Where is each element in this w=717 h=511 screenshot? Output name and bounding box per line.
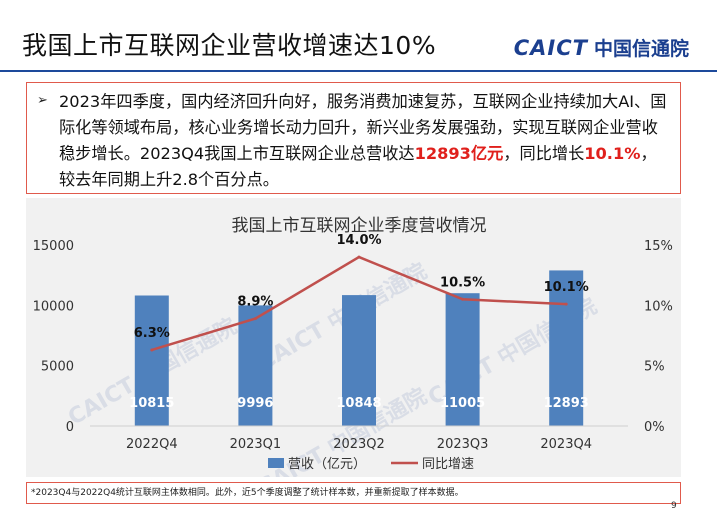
growth-point-2023Q1 <box>253 317 257 321</box>
summary-text-3: ，较去年同期上升2.8个百分点。 <box>59 144 657 189</box>
left-axis-tick-label: 5000 <box>41 360 74 375</box>
logo-cn: 中国信通院 <box>593 38 689 60</box>
bar-revenue-2023Q4 <box>549 270 584 426</box>
growth-point-2023Q3 <box>461 297 465 301</box>
summary-text-1: 2023年四季度，国内经济回升向好，服务消费加速复苏，互联网企业持续加大AI、国… <box>59 92 667 163</box>
summary-highlight-growth: 10.1% <box>584 144 641 163</box>
page-number: 9 <box>671 501 677 511</box>
growth-point-2023Q4 <box>564 302 568 306</box>
caict-logo: CAICT 中国信通院 <box>514 34 689 61</box>
summary-paragraph: 2023年四季度，国内经济回升向好，服务消费加速复苏，互联网企业持续加大AI、国… <box>59 89 670 193</box>
x-axis-category-label: 2023Q2 <box>333 437 385 452</box>
bar-revenue-2023Q2 <box>342 295 376 426</box>
bar-value-label: 10815 <box>129 396 174 411</box>
logo-en: CAICT <box>513 35 588 60</box>
bullet-arrow-icon: ➢ <box>37 93 48 108</box>
slide-title: 我国上市互联网企业营收增速达10% <box>22 31 437 60</box>
bar-revenue-2022Q4 <box>134 295 169 426</box>
x-axis-category-label: 2023Q4 <box>540 437 592 452</box>
right-axis-tick-label: 0% <box>644 420 665 435</box>
legend-line-label: 同比增速 <box>422 457 474 472</box>
title-divider <box>0 70 717 72</box>
bar-revenue-2023Q1 <box>238 305 273 426</box>
summary-box: ➢ 2023年四季度，国内经济回升向好，服务消费加速复苏，互联网企业持续加大AI… <box>26 82 681 194</box>
growth-value-label: 14.0% <box>336 233 381 248</box>
summary-highlight-revenue: 12893亿元 <box>414 144 504 163</box>
right-axis-tick-label: 10% <box>644 299 673 314</box>
growth-value-label: 6.3% <box>134 326 170 341</box>
growth-value-label: 10.5% <box>440 275 485 290</box>
left-axis-tick-label: 0 <box>66 420 74 435</box>
right-axis-tick-label: 15% <box>644 239 673 254</box>
growth-value-label: 10.1% <box>544 280 589 295</box>
bar-value-label: 10848 <box>336 396 381 411</box>
left-axis-tick-label: 10000 <box>33 299 74 314</box>
x-axis-category-label: 2023Q3 <box>437 437 489 452</box>
x-axis-category-label: 2022Q4 <box>126 437 178 452</box>
growth-point-2022Q4 <box>150 348 154 352</box>
bar-value-label: 9996 <box>237 396 273 411</box>
summary-text-2: ，同比增长 <box>503 144 585 163</box>
legend-bar-label: 营收（亿元） <box>288 457 366 472</box>
legend-bar-swatch <box>268 458 284 468</box>
bar-value-label: 12893 <box>544 396 589 411</box>
bar-value-label: 11005 <box>440 396 485 411</box>
chart-title: 我国上市互联网企业季度营收情况 <box>232 216 487 236</box>
x-axis-category-label: 2023Q1 <box>230 437 282 452</box>
left-axis-tick-label: 15000 <box>33 239 74 254</box>
right-axis-tick-label: 5% <box>644 360 665 375</box>
bar-revenue-2023Q3 <box>445 293 480 426</box>
chart-panel: CAICT 中国信通院 CAICT 中国信通院 CAICT 中国信通院 CAICT 中… <box>26 198 681 477</box>
footnote: *2023Q4与2022Q4统计互联网主体数相同。此外，近5个季度调整了统计样本… <box>26 482 681 504</box>
growth-point-2023Q2 <box>357 255 361 259</box>
growth-value-label: 8.9% <box>237 295 273 310</box>
